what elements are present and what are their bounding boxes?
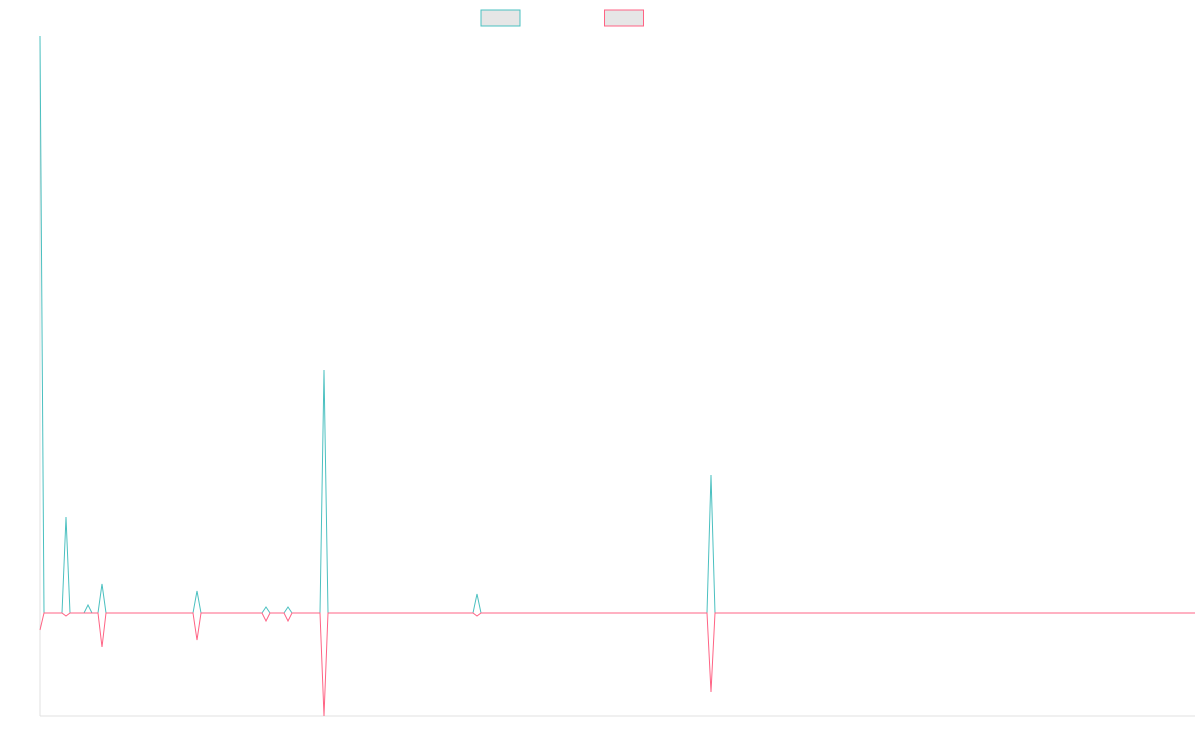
series-line bbox=[39, 612, 1195, 717]
series-line bbox=[39, 35, 1195, 614]
legend-swatch[interactable] bbox=[480, 9, 521, 27]
legend-swatch[interactable] bbox=[604, 9, 644, 27]
